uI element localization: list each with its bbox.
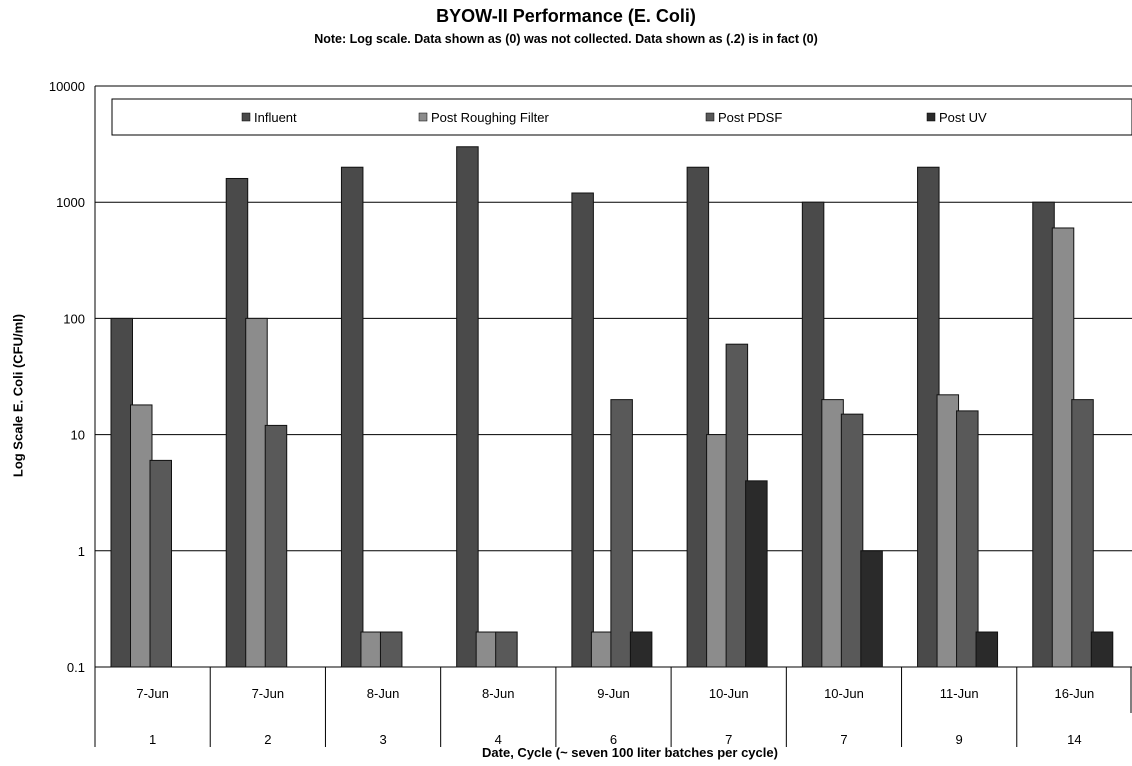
- x-tick-label-cycle: 1: [149, 732, 156, 747]
- bar: [571, 192, 594, 668]
- bar: [801, 201, 825, 668]
- bar: [110, 317, 133, 668]
- x-tick-label-cycle: 3: [379, 732, 386, 747]
- legend-swatch: [241, 112, 251, 122]
- x-tick-label-date: 7-Jun: [252, 686, 285, 701]
- x-tick-label-cycle: 14: [1067, 732, 1081, 747]
- bar: [456, 146, 479, 668]
- chart-title: BYOW-II Performance (E. Coli): [436, 6, 696, 26]
- bar: [686, 166, 710, 668]
- bar: [936, 394, 960, 668]
- bar: [629, 631, 653, 668]
- bar: [745, 480, 768, 668]
- x-tick-label-date: 10-Jun: [824, 686, 864, 701]
- x-tick-label-cycle: 9: [956, 732, 963, 747]
- bar: [725, 343, 749, 668]
- y-tick-label: 1000: [56, 195, 85, 210]
- bar: [495, 631, 518, 668]
- bar: [860, 550, 883, 668]
- bar: [1090, 631, 1114, 668]
- legend-label: Post PDSF: [718, 110, 782, 125]
- legend-swatch: [418, 112, 428, 122]
- x-tick-label-date: 9-Jun: [597, 686, 630, 701]
- y-tick-label: 1: [78, 544, 85, 559]
- bar: [1032, 201, 1055, 668]
- legend-box: [111, 98, 1132, 136]
- bar: [379, 631, 403, 668]
- x-tick-label-cycle: 2: [264, 732, 271, 747]
- chart-subtitle: Note: Log scale. Data shown as (0) was n…: [314, 32, 818, 46]
- x-tick-label-date: 10-Jun: [709, 686, 749, 701]
- bar: [225, 177, 249, 668]
- x-axis-label: Date, Cycle (~ seven 100 liter batches p…: [482, 745, 778, 760]
- x-tick-label-date: 8-Jun: [482, 686, 515, 701]
- x-tick-label-date: 11-Jun: [940, 686, 979, 701]
- y-tick-label: 10000: [49, 79, 85, 94]
- bar: [1051, 227, 1075, 668]
- legend-label: Post Roughing Filter: [431, 110, 549, 125]
- bar: [130, 404, 153, 668]
- x-tick-label-date: 8-Jun: [367, 686, 400, 701]
- x-tick-label-date: 7-Jun: [136, 686, 169, 701]
- bar: [956, 410, 979, 668]
- legend-swatch: [705, 112, 715, 122]
- bar: [610, 399, 633, 668]
- x-tick-label-cycle: 6: [610, 732, 617, 747]
- x-tick-label-cycle: 7: [840, 732, 847, 747]
- bar: [590, 631, 614, 668]
- legend-swatch: [926, 112, 936, 122]
- bar: [245, 317, 268, 668]
- y-tick-label: 10: [71, 428, 85, 443]
- bar: [1071, 399, 1094, 668]
- bar: [706, 434, 729, 668]
- bar: [821, 399, 844, 668]
- bar: [360, 631, 383, 668]
- legend-label: Post UV: [939, 110, 987, 125]
- y-tick-label: 100: [63, 311, 85, 326]
- bar: [475, 631, 499, 668]
- bar: [917, 166, 940, 668]
- x-tick-label-cycle: 4: [495, 732, 502, 747]
- x-tick-label-date: 16-Jun: [1055, 686, 1095, 701]
- y-tick-label: 0.1: [67, 660, 85, 675]
- legend-label: Influent: [254, 110, 297, 125]
- bar: [149, 459, 172, 668]
- bar: [264, 424, 288, 668]
- bar: [975, 631, 999, 668]
- bar: [840, 413, 864, 668]
- bar: [340, 166, 364, 668]
- x-tick-label-cycle: 7: [725, 732, 732, 747]
